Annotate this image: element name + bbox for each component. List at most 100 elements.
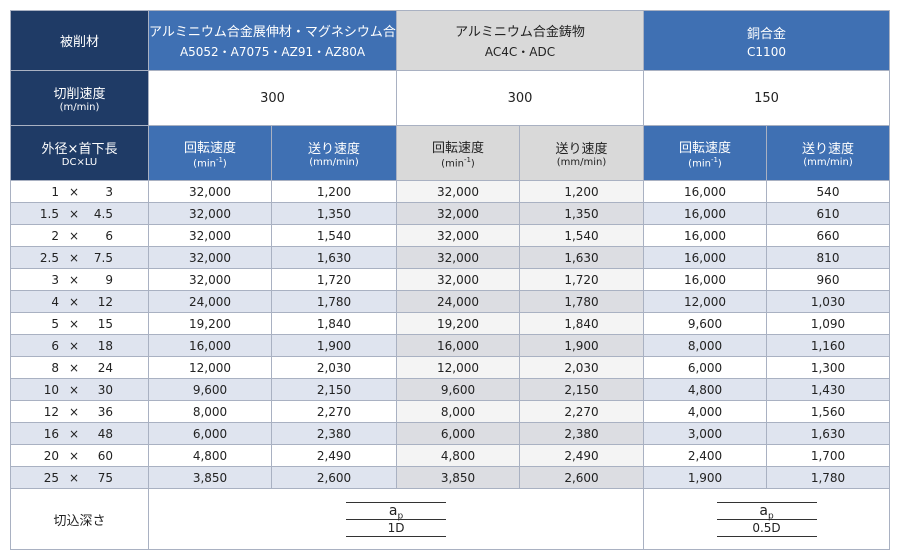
table-row: 5 × 15 19,200 1,840 19,200 1,840 9,600 1,090	[10, 312, 891, 335]
table-value: 2,600	[316, 470, 352, 485]
table-cell: 8,000	[396, 400, 520, 423]
lu-value: 30	[97, 382, 113, 397]
table-value: 2,490	[316, 448, 352, 463]
table-value: 12,000	[437, 360, 479, 375]
table-value: 6,000	[440, 426, 476, 441]
cutting-speed-unit: (m/min)	[59, 102, 100, 113]
table-cell: 10 × 30	[10, 378, 149, 401]
table-cell: 2 × 6	[10, 224, 149, 247]
table-cell: 回転速度 (min-1)	[643, 125, 767, 181]
ap-a: a	[388, 502, 398, 519]
table-row: 20 × 60 4,800 2,490 4,800 2,490 2,400 1,700	[10, 444, 891, 467]
dc-value: 25	[43, 470, 59, 485]
table-value: 1,300	[810, 360, 846, 375]
table-cell: 2,150	[271, 378, 397, 401]
table-value: 32,000	[189, 184, 231, 199]
table-value: 1,560	[810, 404, 846, 419]
table-value: 1,780	[316, 294, 352, 309]
table-value: 2,600	[564, 470, 599, 485]
table-cell: 32,000	[396, 268, 520, 291]
table-cell: 3 × 9	[10, 268, 149, 291]
lu-value: 12	[97, 294, 113, 309]
rpm-unit-sup: -1	[710, 155, 718, 164]
table-cell: 送り速度 (mm/min)	[519, 125, 644, 181]
table-cell: 1,200	[271, 180, 397, 203]
table-cell: アルミニウム合金鋳物 AC4C・ADC	[396, 10, 644, 71]
rpm-unit-close: )	[222, 158, 227, 170]
rpm-unit-sup: -1	[215, 155, 223, 164]
table-value: 4,000	[687, 404, 723, 419]
table-value: 1,030	[810, 294, 846, 309]
table-value: 12,000	[189, 360, 231, 375]
table-cell: 1,350	[271, 202, 397, 225]
table-value: 8,000	[687, 338, 723, 353]
table-cell: 8,000	[148, 400, 272, 423]
table-cell: 1,630	[519, 246, 644, 269]
table-cell: 1,200	[519, 180, 644, 203]
table-value: 32,000	[437, 228, 479, 243]
table-value: 2,270	[564, 404, 599, 419]
feed-label: 送り速度	[307, 142, 360, 157]
table-cell: 1,840	[271, 312, 397, 335]
table-cell: 16 × 48	[10, 422, 149, 445]
table-value: 1,840	[316, 316, 352, 331]
table-cell: 24,000	[396, 290, 520, 313]
dims: 2 × 6	[12, 229, 148, 243]
table-value: 1,700	[810, 448, 846, 463]
table-cell: 960	[765, 268, 891, 291]
table-value: 540	[816, 184, 840, 199]
table-cell: 32,000	[396, 224, 520, 247]
table-row: 1.5 × 4.5 32,000 1,350 32,000 1,350 16,000 610	[10, 202, 891, 225]
dc-value: 3	[51, 272, 59, 287]
dims: 6 × 18	[12, 338, 148, 353]
table-row: 6 × 18 16,000 1,900 16,000 1,900 8,000 1,160	[10, 334, 891, 357]
dims: 4 × 12	[12, 294, 148, 309]
table-cell: 16,000	[643, 202, 767, 225]
table-value: 610	[816, 206, 840, 221]
rpm-unit-base: (min	[441, 158, 464, 170]
table-value: 2,380	[316, 426, 352, 441]
lu-value: 24	[97, 360, 113, 375]
table-cell: 32,000	[396, 246, 520, 269]
table-cell: 540	[765, 180, 891, 203]
table-row: 4 × 12 24,000 1,780 24,000 1,780 12,000 1,030	[10, 290, 891, 313]
table-cell: 610	[765, 202, 891, 225]
table-cell: 1,160	[765, 334, 891, 357]
table-cell: 32,000	[396, 202, 520, 225]
table-cell: 16,000	[643, 268, 767, 291]
table-cell: 4,800	[643, 378, 767, 401]
depth-value: 0.5D	[752, 520, 781, 535]
table-cell: 1,630	[765, 422, 891, 445]
table-value: 2,030	[316, 360, 352, 375]
table-value: 16,000	[684, 206, 726, 221]
table-row: 16 × 48 6,000 2,380 6,000 2,380 3,000 1,630	[10, 422, 891, 445]
table-cell: 19,200	[148, 312, 272, 335]
table-cell: 16,000	[643, 224, 767, 247]
table-cell: 1,630	[271, 246, 397, 269]
table-value: 9,600	[440, 382, 476, 397]
lu-value: 18	[97, 338, 113, 353]
table-value: 16,000	[684, 272, 726, 287]
table-value: 24,000	[189, 294, 231, 309]
dims: 1.5 × 4.5	[12, 207, 148, 221]
table-value: 19,200	[437, 316, 479, 331]
table-cell: 24,000	[148, 290, 272, 313]
table-cell: 12,000	[148, 356, 272, 379]
rpm-unit-base: (min	[688, 158, 711, 170]
table-cell: 12,000	[396, 356, 520, 379]
rpm-unit: (min-1)	[398, 156, 519, 170]
table-value: 16,000	[189, 338, 231, 353]
table-value: 4,800	[687, 382, 723, 397]
table-cell: 32,000	[148, 202, 272, 225]
table-cell: 1,030	[765, 290, 891, 313]
table-cell: 5 × 15	[10, 312, 149, 335]
dims: 25 × 75	[12, 470, 148, 485]
table-value: 24,000	[437, 294, 479, 309]
table-value: 32,000	[189, 206, 231, 221]
table-value: 16,000	[684, 184, 726, 199]
table-value: 19,200	[189, 316, 231, 331]
dc-value: 6	[51, 338, 59, 353]
times-sign: ×	[68, 184, 80, 199]
table-cell: 銅合金 C1100	[642, 10, 891, 71]
cutting-speed-value: 150	[754, 90, 779, 106]
